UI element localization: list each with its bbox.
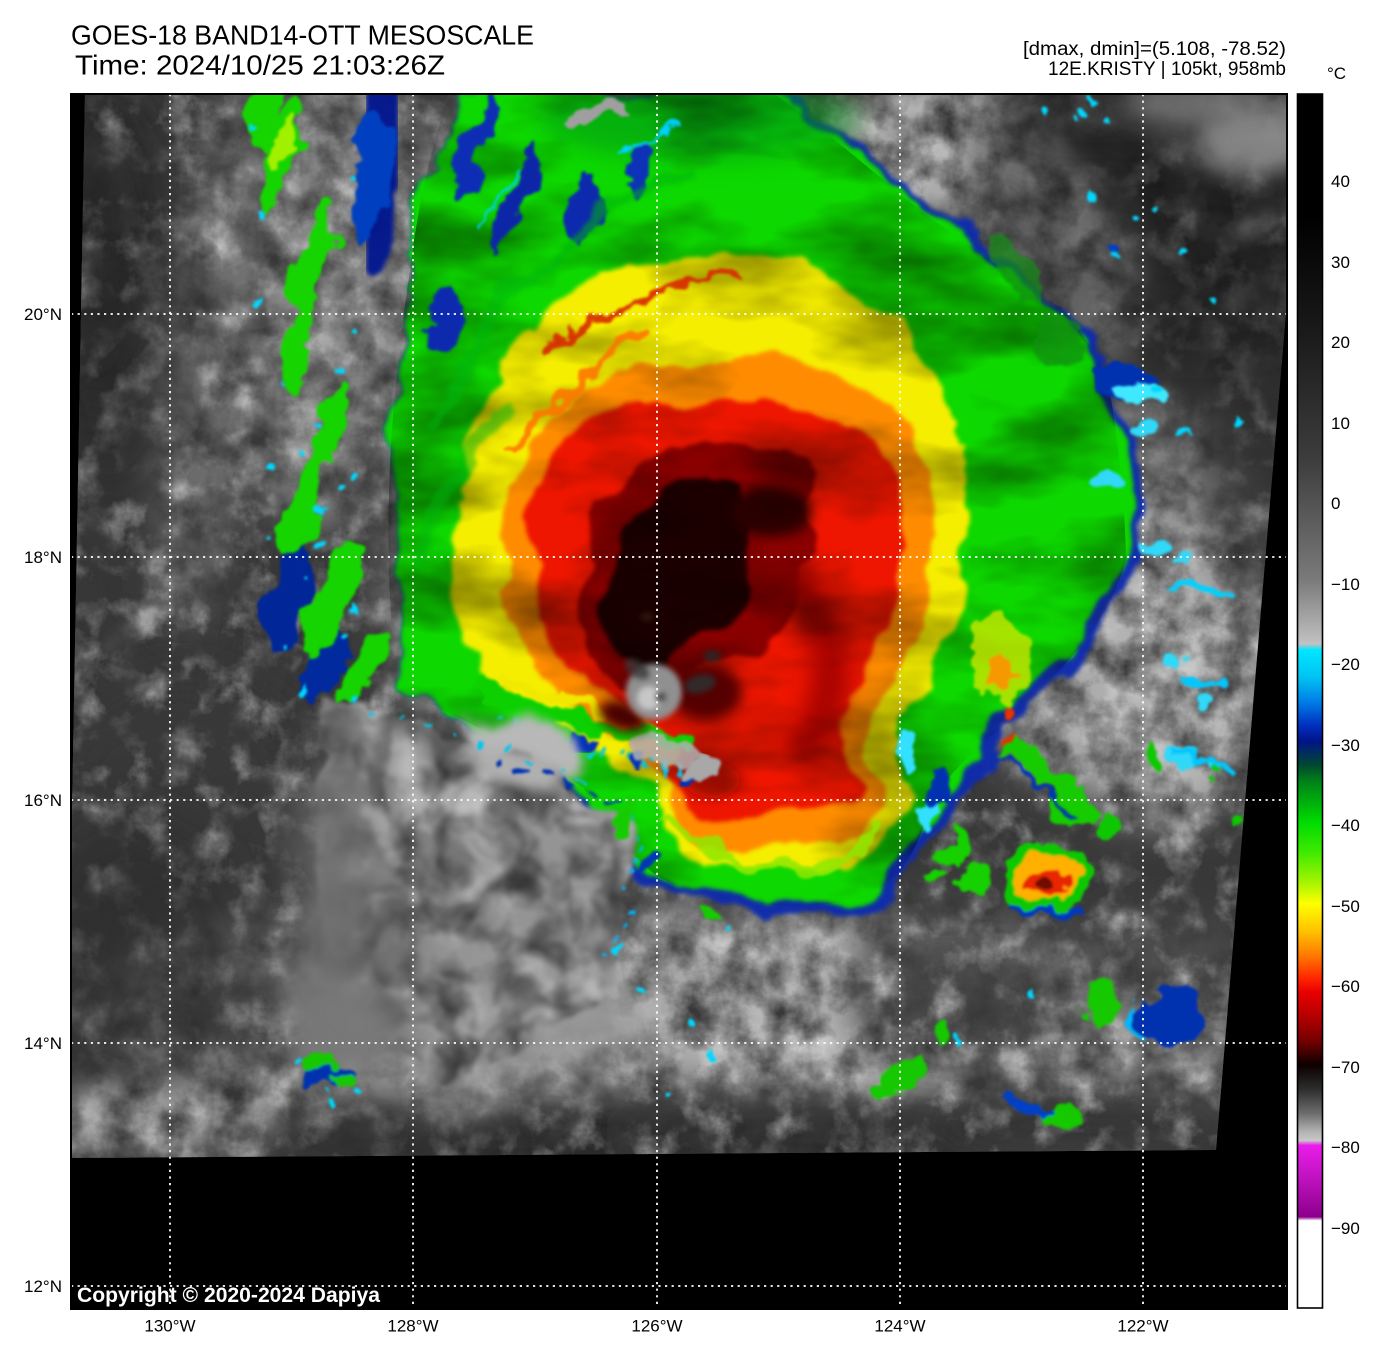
svg-text:0: 0 <box>1331 494 1340 513</box>
svg-text:20°N: 20°N <box>24 305 62 324</box>
svg-text:−60: −60 <box>1331 977 1360 996</box>
svg-text:130°W: 130°W <box>144 1317 195 1336</box>
svg-text:−10: −10 <box>1331 575 1360 594</box>
svg-text:12°N: 12°N <box>24 1277 62 1296</box>
svg-text:18°N: 18°N <box>24 548 62 567</box>
svg-text:10: 10 <box>1331 414 1350 433</box>
svg-text:20: 20 <box>1331 333 1350 352</box>
svg-text:126°W: 126°W <box>631 1317 682 1336</box>
svg-text:128°W: 128°W <box>387 1317 438 1336</box>
svg-text:−80: −80 <box>1331 1138 1360 1157</box>
svg-text:40: 40 <box>1331 172 1350 191</box>
svg-text:°C: °C <box>1327 64 1346 83</box>
svg-text:Copyright © 2020-2024 Dapiya: Copyright © 2020-2024 Dapiya <box>77 1284 380 1307</box>
svg-text:−20: −20 <box>1331 655 1360 674</box>
svg-text:−30: −30 <box>1331 736 1360 755</box>
svg-text:14°N: 14°N <box>24 1034 62 1053</box>
svg-text:Time: 2024/10/25 21:03:26Z: Time: 2024/10/25 21:03:26Z <box>75 49 445 80</box>
svg-text:−50: −50 <box>1331 897 1360 916</box>
svg-text:30: 30 <box>1331 253 1350 272</box>
svg-text:16°N: 16°N <box>24 791 62 810</box>
svg-text:−90: −90 <box>1331 1219 1360 1238</box>
svg-text:−40: −40 <box>1331 816 1360 835</box>
svg-text:−70: −70 <box>1331 1058 1360 1077</box>
svg-text:GOES-18 BAND14-OTT MESOSCALE: GOES-18 BAND14-OTT MESOSCALE <box>71 19 534 50</box>
svg-text:[dmax, dmin]=(5.108, -78.52): [dmax, dmin]=(5.108, -78.52) <box>1023 39 1286 60</box>
svg-text:122°W: 122°W <box>1117 1317 1168 1336</box>
svg-text:124°W: 124°W <box>874 1317 925 1336</box>
svg-text:12E.KRISTY | 105kt, 958mb: 12E.KRISTY | 105kt, 958mb <box>1048 59 1286 80</box>
